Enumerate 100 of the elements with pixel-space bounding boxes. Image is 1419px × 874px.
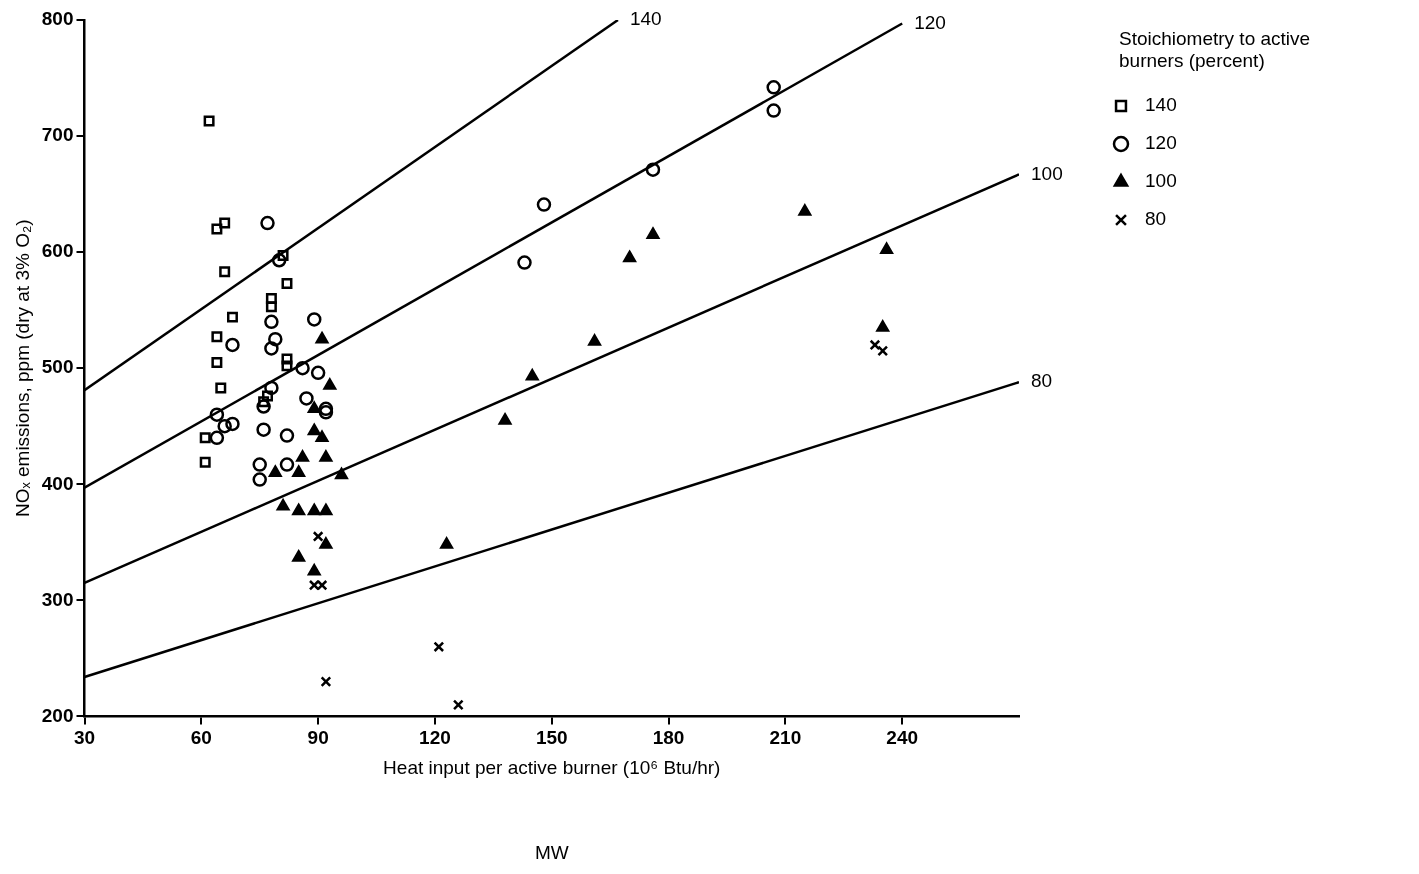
point xyxy=(265,301,277,313)
legend-label: 100 xyxy=(1145,169,1177,191)
x-tick-label: 90 xyxy=(307,727,329,749)
point xyxy=(335,467,348,480)
point xyxy=(517,255,532,270)
point xyxy=(312,531,324,542)
point xyxy=(256,399,271,414)
point xyxy=(219,266,231,278)
point xyxy=(292,503,306,516)
point xyxy=(320,676,332,688)
point xyxy=(211,356,223,368)
x-tick-label: 240 xyxy=(886,727,919,749)
x-tick-label: 120 xyxy=(419,727,451,749)
point xyxy=(252,472,267,487)
point xyxy=(292,550,306,562)
point xyxy=(296,450,309,462)
x-tick-label: 60 xyxy=(190,727,212,749)
point xyxy=(264,341,279,356)
legend-label: 120 xyxy=(1145,131,1177,153)
point xyxy=(880,242,894,255)
point xyxy=(295,360,310,376)
point xyxy=(319,537,333,549)
y-tick-label: 200 xyxy=(41,704,74,726)
point xyxy=(315,331,329,344)
annotation: 140 xyxy=(629,8,662,30)
point xyxy=(308,579,320,591)
point xyxy=(318,401,334,417)
point xyxy=(217,418,232,434)
annotation: 100 xyxy=(1031,162,1063,184)
text: MW xyxy=(534,842,569,864)
y-tick-label: 700 xyxy=(41,124,74,146)
point xyxy=(877,345,889,357)
legend-title: Stoichiometry to active burners (percent) xyxy=(1119,27,1311,71)
point xyxy=(215,382,227,394)
x-tick-label: 210 xyxy=(769,727,802,749)
y-tick-label: 400 xyxy=(41,472,74,494)
point xyxy=(315,430,329,443)
point xyxy=(876,320,890,332)
point xyxy=(252,457,267,472)
y-tick-label: 300 xyxy=(41,588,74,610)
point xyxy=(209,407,225,422)
point xyxy=(199,456,211,468)
point xyxy=(199,432,211,444)
point xyxy=(262,390,273,402)
point xyxy=(310,365,326,381)
point xyxy=(645,162,661,177)
point xyxy=(798,204,812,216)
point xyxy=(498,413,512,425)
point xyxy=(307,503,321,516)
point xyxy=(307,401,321,414)
point xyxy=(279,428,295,443)
point xyxy=(260,215,275,231)
y-tick-label: 600 xyxy=(41,240,74,262)
point xyxy=(323,378,337,390)
x-tick-label: 30 xyxy=(73,727,96,749)
annotation: 80 xyxy=(1031,370,1053,392)
point xyxy=(525,369,539,381)
x-tick-label: 180 xyxy=(652,727,685,749)
point xyxy=(225,337,240,353)
y-tick-label: 500 xyxy=(41,356,74,378)
point xyxy=(264,314,279,330)
x-tick-label: 150 xyxy=(535,727,568,749)
point xyxy=(256,422,271,437)
point xyxy=(646,227,660,239)
point xyxy=(276,499,290,511)
point xyxy=(226,311,238,323)
point xyxy=(281,353,293,365)
point xyxy=(319,450,333,462)
point xyxy=(319,503,333,516)
point xyxy=(623,250,637,263)
point xyxy=(433,641,445,653)
annotation: 120 xyxy=(914,11,946,33)
point xyxy=(306,312,322,327)
point xyxy=(268,465,282,477)
point xyxy=(219,217,231,229)
point xyxy=(279,457,295,472)
point xyxy=(203,115,215,127)
x-axis-title: Heat input per active burner (10⁶ Btu/hr) xyxy=(383,756,721,778)
point xyxy=(766,80,781,95)
point xyxy=(281,360,293,372)
point xyxy=(452,699,464,711)
point xyxy=(588,334,602,346)
y-axis-title: NOₓ emissions, ppm (dry at 3% O₂) xyxy=(11,219,33,518)
point xyxy=(225,416,240,432)
point xyxy=(292,465,306,477)
point xyxy=(869,339,881,351)
point xyxy=(264,380,279,396)
point xyxy=(299,391,314,406)
point xyxy=(271,253,287,268)
legend-label: 80 xyxy=(1145,207,1167,229)
point xyxy=(766,103,781,118)
point xyxy=(318,405,334,420)
point xyxy=(307,423,321,436)
point xyxy=(211,223,223,235)
point xyxy=(209,430,225,446)
point xyxy=(277,250,289,262)
y-tick-label: 800 xyxy=(41,8,74,30)
legend-label: 140 xyxy=(1145,93,1177,115)
point xyxy=(211,331,223,343)
point xyxy=(268,331,283,347)
